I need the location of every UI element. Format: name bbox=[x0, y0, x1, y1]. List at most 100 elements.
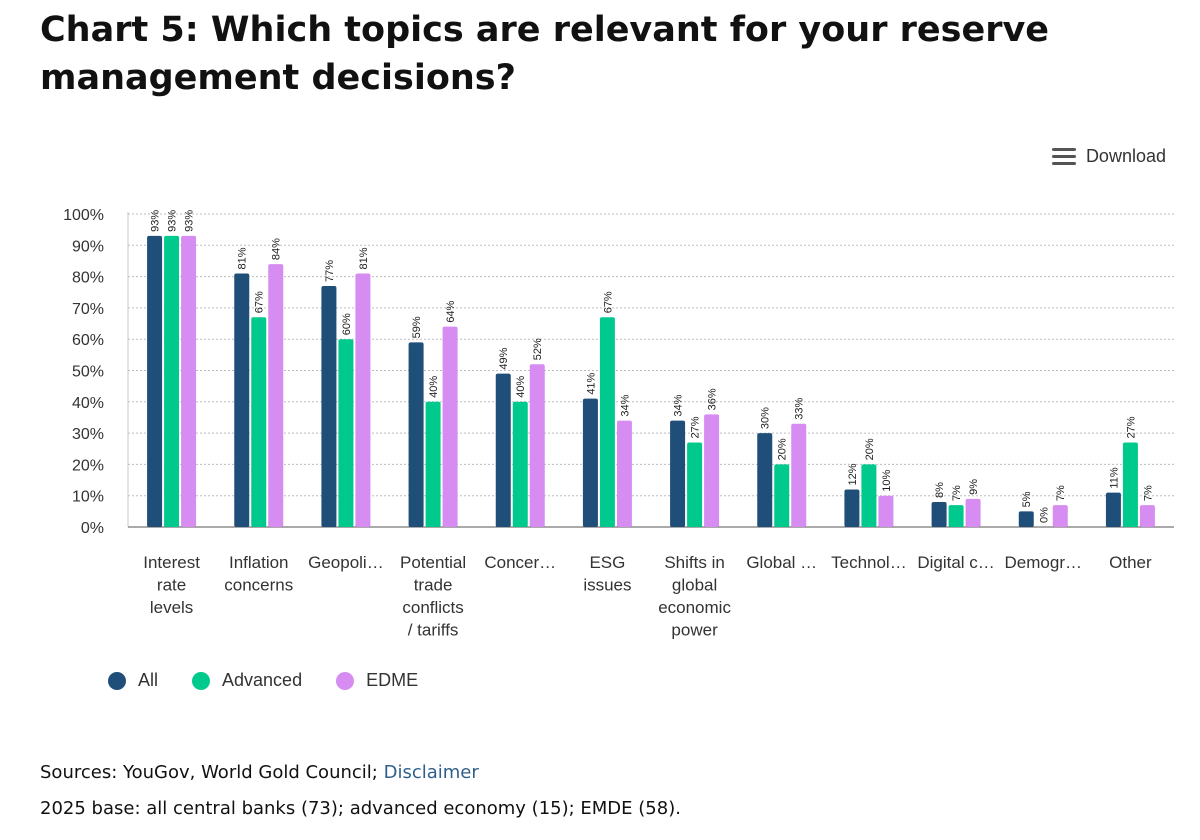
x-tick-label: concerns bbox=[224, 576, 293, 595]
bar-advanced[interactable] bbox=[425, 401, 441, 527]
legend-item-all[interactable]: All bbox=[108, 670, 158, 691]
x-tick-label: issues bbox=[583, 576, 631, 595]
data-label: 7% bbox=[1055, 485, 1067, 501]
base-note: 2025 base: all central banks (73); advan… bbox=[40, 798, 681, 819]
bar-advanced[interactable] bbox=[774, 464, 790, 527]
x-tick-label: Potential bbox=[400, 553, 466, 572]
bar-all[interactable] bbox=[582, 398, 598, 527]
bar-advanced[interactable] bbox=[948, 505, 964, 527]
bar-all[interactable] bbox=[408, 342, 424, 527]
y-tick-label: 30% bbox=[72, 426, 104, 443]
disclaimer-link[interactable]: Disclaimer bbox=[383, 762, 479, 783]
bar-all[interactable] bbox=[147, 235, 163, 527]
data-label: 59% bbox=[411, 316, 423, 338]
bar-all[interactable] bbox=[757, 433, 773, 527]
x-tick-label: Geopoli… bbox=[308, 553, 384, 572]
data-label: 40% bbox=[515, 376, 527, 398]
x-tick-label: economic bbox=[658, 598, 731, 617]
bar-edme[interactable] bbox=[878, 495, 894, 527]
bar-edme[interactable] bbox=[704, 414, 720, 527]
data-label: 5% bbox=[1021, 491, 1033, 507]
data-label: 77% bbox=[324, 260, 336, 282]
x-tick-label: Shifts in bbox=[664, 553, 724, 572]
bar-advanced[interactable] bbox=[338, 339, 354, 527]
download-button[interactable]: Download bbox=[1051, 146, 1166, 167]
x-tick-label: trade bbox=[414, 576, 453, 595]
bar-edme[interactable] bbox=[442, 326, 458, 527]
bar-advanced[interactable] bbox=[512, 401, 528, 527]
bar-edme[interactable] bbox=[1139, 505, 1155, 527]
bar-all[interactable] bbox=[931, 501, 947, 527]
data-label: 84% bbox=[271, 238, 283, 260]
bar-advanced[interactable] bbox=[687, 442, 703, 527]
bar-edme[interactable] bbox=[181, 235, 197, 527]
y-tick-label: 50% bbox=[72, 364, 104, 381]
bar-advanced[interactable] bbox=[599, 317, 615, 527]
data-label: 64% bbox=[445, 300, 457, 322]
bar-chart: 0% 10% 20% 30% 40% 50% 60% 70% 80% 90% 100% 93% 93% 9… bbox=[63, 207, 1174, 640]
x-tick-label: Digital c… bbox=[917, 553, 994, 572]
data-label: 60% bbox=[341, 313, 353, 335]
bar-all[interactable] bbox=[670, 420, 686, 527]
data-label: 10% bbox=[881, 469, 893, 491]
legend-label-advanced: Advanced bbox=[222, 670, 303, 690]
y-tick-label: 40% bbox=[72, 395, 104, 412]
bar-advanced[interactable] bbox=[164, 235, 180, 527]
x-tick-label: Demogr… bbox=[1005, 553, 1082, 572]
x-tick-label: Global … bbox=[746, 553, 817, 572]
menu-icon bbox=[1051, 148, 1076, 165]
y-tick-label: 0% bbox=[81, 520, 104, 537]
data-label: 7% bbox=[951, 485, 963, 501]
bar-edme[interactable] bbox=[1052, 505, 1068, 527]
legend: All Advanced EDME bbox=[108, 670, 418, 691]
data-label: 27% bbox=[690, 416, 702, 438]
bar-edme[interactable] bbox=[529, 364, 545, 527]
data-label: 81% bbox=[237, 247, 249, 269]
legend-item-edme[interactable]: EDME bbox=[336, 670, 418, 691]
data-label: 33% bbox=[794, 397, 806, 419]
x-tick-label: power bbox=[671, 621, 718, 640]
bar-advanced[interactable] bbox=[861, 464, 877, 527]
x-tick-label: Technol… bbox=[831, 553, 907, 572]
bar-edme[interactable] bbox=[791, 423, 807, 527]
bar-advanced[interactable] bbox=[251, 317, 267, 527]
download-label: Download bbox=[1085, 146, 1166, 166]
bar-all[interactable] bbox=[234, 273, 250, 527]
data-label: 8% bbox=[934, 482, 946, 498]
x-tick-label: conflicts bbox=[402, 598, 463, 617]
bar-edme[interactable] bbox=[616, 420, 632, 527]
bar-all[interactable] bbox=[1018, 511, 1034, 527]
sources-note: Sources: YouGov, World Gold Council; Dis… bbox=[40, 762, 1180, 783]
data-label: 49% bbox=[498, 347, 510, 369]
bar-edme[interactable] bbox=[268, 264, 284, 527]
bar-all[interactable] bbox=[495, 373, 511, 527]
data-label: 20% bbox=[864, 438, 876, 460]
data-label: 20% bbox=[777, 438, 789, 460]
data-label: 67% bbox=[254, 291, 266, 313]
x-tick-label: rate bbox=[157, 576, 186, 595]
legend-label-all: All bbox=[138, 670, 159, 690]
data-label: 52% bbox=[532, 338, 544, 360]
bar-all[interactable] bbox=[844, 489, 860, 527]
bar-all[interactable] bbox=[321, 285, 337, 527]
x-tick-label: Other bbox=[1109, 553, 1152, 572]
data-label: 93% bbox=[184, 210, 196, 232]
data-label: 12% bbox=[847, 463, 859, 485]
bar-all[interactable] bbox=[1105, 492, 1121, 527]
data-label: 81% bbox=[358, 247, 370, 269]
x-tick-label: ESG bbox=[589, 553, 625, 572]
bar-edme[interactable] bbox=[355, 273, 371, 527]
legend-item-advanced[interactable]: Advanced bbox=[192, 670, 302, 691]
data-label: 34% bbox=[619, 394, 631, 416]
y-tick-label: 60% bbox=[72, 332, 104, 349]
y-tick-label: 90% bbox=[72, 238, 104, 255]
bar-edme[interactable] bbox=[965, 498, 981, 527]
data-label: 93% bbox=[150, 210, 162, 232]
x-tick-label: Concer… bbox=[484, 553, 556, 572]
legend-marker-edme bbox=[336, 671, 355, 690]
sources-text: Sources: YouGov, World Gold Council; bbox=[40, 762, 378, 783]
data-label: 30% bbox=[760, 407, 772, 429]
bar-advanced[interactable] bbox=[1122, 442, 1138, 527]
data-label: 27% bbox=[1125, 416, 1137, 438]
y-tick-label: 70% bbox=[72, 301, 104, 318]
